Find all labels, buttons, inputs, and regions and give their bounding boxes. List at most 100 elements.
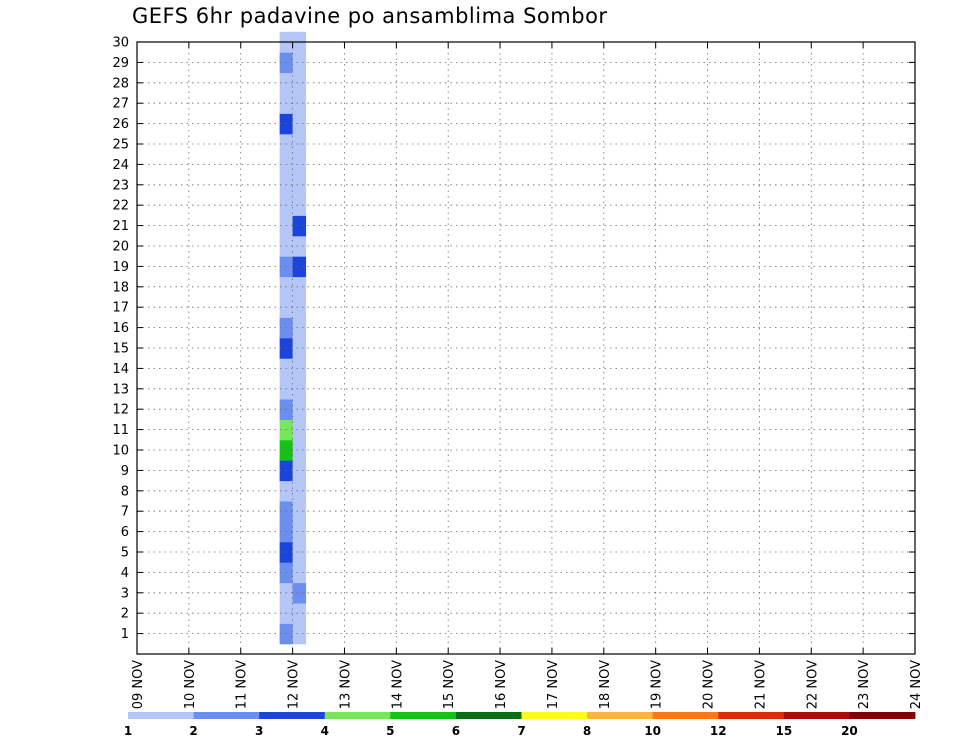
colorbar-label: 2 — [189, 724, 197, 738]
y-tick-label: 16 — [112, 321, 129, 336]
x-tick-label: 19 NOV — [650, 660, 665, 709]
y-tick-label: 26 — [112, 117, 129, 132]
heatmap-cell — [292, 133, 307, 155]
x-tick-label: 10 NOV — [183, 660, 198, 709]
heatmap-cell — [292, 358, 307, 380]
colorbar-swatch — [521, 712, 588, 719]
heatmap-cell — [292, 113, 307, 135]
y-tick-label: 18 — [112, 280, 129, 295]
y-tick-label: 19 — [112, 260, 129, 275]
heatmap-cell — [292, 623, 307, 645]
x-tick-label: 09 NOV — [131, 660, 146, 709]
heatmap-cell — [292, 419, 307, 441]
heatmap-cell — [292, 501, 307, 522]
x-tick-label: 15 NOV — [442, 660, 457, 709]
x-tick-label: 16 NOV — [494, 660, 509, 709]
heatmap-cell — [292, 378, 307, 400]
colorbar-swatch — [193, 712, 260, 719]
y-tick-label: 28 — [112, 76, 129, 91]
heatmap-cell — [292, 72, 307, 94]
x-tick-label: 20 NOV — [702, 660, 717, 709]
y-tick-label: 7 — [121, 505, 129, 520]
y-tick-label: 29 — [112, 56, 129, 71]
colorbar-swatch — [783, 712, 850, 719]
y-tick-label: 24 — [112, 158, 129, 173]
heatmap-cell — [292, 52, 307, 74]
colorbar-swatch — [259, 712, 326, 719]
y-tick-label: 5 — [121, 546, 129, 561]
x-tick-label: 21 NOV — [753, 660, 768, 709]
y-tick-label: 2 — [121, 607, 129, 622]
x-tick-label: 22 NOV — [805, 660, 820, 709]
x-tick-label: 24 NOV — [909, 660, 924, 709]
y-tick-label: 6 — [121, 525, 129, 540]
heatmap-cell — [292, 562, 307, 584]
heatmap-cell — [292, 582, 307, 604]
y-tick-label: 9 — [121, 464, 129, 479]
heatmap-cell — [292, 521, 307, 543]
y-tick-label: 14 — [112, 362, 129, 377]
heatmap-cell — [292, 174, 307, 196]
colorbar-label: 15 — [775, 724, 792, 738]
heatmap-cell — [292, 317, 307, 339]
colorbar-label: 1 — [124, 724, 132, 738]
y-tick-label: 15 — [112, 342, 129, 357]
heatmap-cell — [292, 195, 307, 216]
y-tick-label: 13 — [112, 382, 129, 397]
y-tick-label: 3 — [121, 586, 129, 601]
y-tick-label: 21 — [112, 219, 129, 234]
y-tick-label: 30 — [112, 36, 129, 51]
colorbar-label: 3 — [255, 724, 263, 738]
colorbar-label: 4 — [321, 724, 329, 738]
y-tick-label: 23 — [112, 178, 129, 193]
colorbar-label: 8 — [583, 724, 591, 738]
y-axis-tick-labels: 1234567891011121314151617181920212223242… — [112, 36, 129, 643]
colorbar-swatch — [718, 712, 785, 719]
heatmap-cell — [292, 460, 307, 482]
heatmap-cell — [292, 399, 307, 420]
x-tick-label: 11 NOV — [235, 660, 250, 709]
heatmap-cell — [292, 297, 307, 318]
y-tick-label: 27 — [112, 97, 129, 112]
heatmap-cell — [292, 235, 307, 257]
y-tick-label: 8 — [121, 484, 129, 499]
colorbar-swatch — [390, 712, 457, 719]
x-axis-tick-labels: 09 NOV 10 NOV 11 NOV 12 NOV 13 NOV 14 NOV 15 N… — [131, 660, 924, 709]
chart-title: GEFS 6hr padavine po ansamblima Sombor — [132, 4, 608, 28]
y-tick-label: 10 — [112, 444, 129, 459]
heatmap-cell — [292, 541, 307, 563]
colorbar-swatch — [455, 712, 522, 719]
y-tick-label: 17 — [112, 301, 129, 316]
y-tick-label: 12 — [112, 403, 129, 418]
heatmap-cell — [292, 480, 307, 502]
y-tick-label: 25 — [112, 138, 129, 153]
heatmap-cell — [292, 337, 307, 359]
y-tick-label: 20 — [112, 240, 129, 255]
y-tick-label: 1 — [121, 627, 129, 642]
heatmap-cell — [292, 276, 307, 298]
colorbar-swatch — [128, 712, 194, 719]
colorbar-label: 5 — [386, 724, 394, 738]
heatmap-cell — [292, 93, 307, 114]
colorbar-swatch — [587, 712, 654, 719]
x-tick-label: 17 NOV — [546, 660, 561, 709]
colorbar: 1 2 3 4 5 6 7 8 10 12 15 20 — [124, 712, 916, 738]
heatmap-cell — [292, 603, 307, 624]
grid-lines — [137, 41, 915, 654]
heatmap-cell — [292, 215, 307, 237]
x-tick-label: 14 NOV — [390, 660, 405, 709]
x-tick-label: 13 NOV — [338, 660, 353, 709]
x-tick-label: 23 NOV — [857, 660, 872, 709]
x-tick-label: 18 NOV — [598, 660, 613, 709]
colorbar-swatch — [652, 712, 719, 719]
heatmap-cell — [292, 154, 307, 176]
heatmap-cell — [292, 439, 307, 461]
y-tick-label: 4 — [121, 566, 129, 581]
x-tick-label: 12 NOV — [287, 660, 302, 709]
heatmap-cells — [279, 31, 307, 645]
colorbar-label: 10 — [644, 724, 661, 738]
colorbar-swatch — [324, 712, 391, 719]
colorbar-label: 7 — [517, 724, 525, 738]
axis-ticks — [136, 41, 916, 654]
